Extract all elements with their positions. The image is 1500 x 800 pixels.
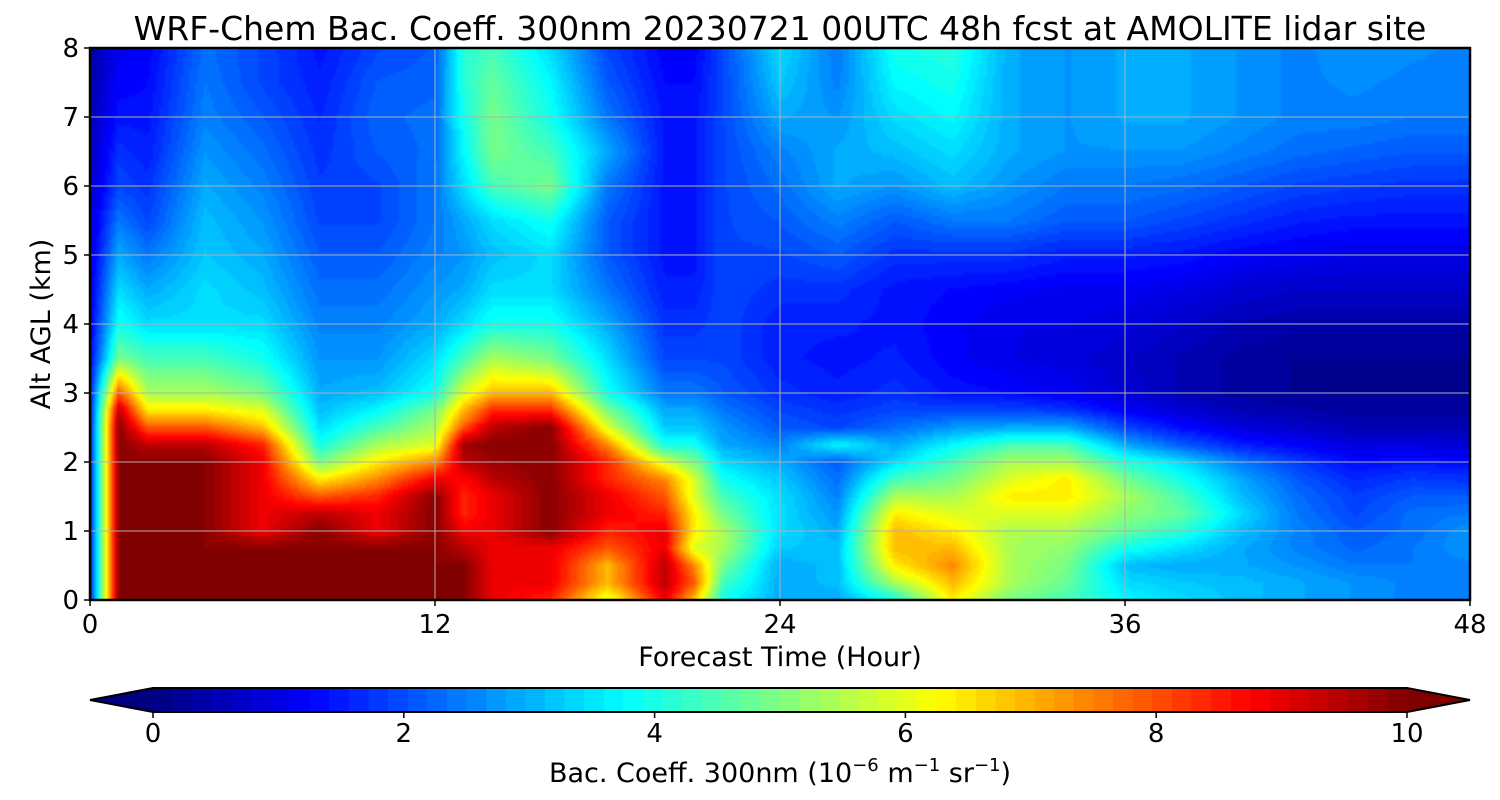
x-tick-label-2: 24 [763,610,796,640]
colorbar-segment [153,688,174,712]
colorbar-segment [701,688,722,712]
colorbar-segment [505,688,526,712]
colorbar-segment [1113,688,1134,712]
colorbar-segment [211,688,232,712]
colorbar-segment [1348,688,1369,712]
colorbar-segment [897,688,918,712]
colorbar-segment [290,688,311,712]
colorbar-segment [1387,688,1408,712]
colorbar-segment [1289,688,1310,712]
colorbar-extend-min [90,688,153,712]
colorbar-segment [1367,688,1389,712]
chart-title: WRF-Chem Bac. Coeff. 300nm 20230721 00UT… [134,9,1427,48]
colorbar-tick-label-1: 2 [396,719,413,749]
y-tick-label-5: 5 [62,241,79,271]
y-tick-label-2: 2 [62,448,79,478]
colorbar-segment [1132,688,1153,712]
colorbar-segment [329,688,350,712]
colorbar-segment [682,688,703,712]
colorbar-segment [427,688,448,712]
x-tick-label-0: 0 [82,610,99,640]
colorbar-segment [819,688,840,712]
x-tick-label-4: 48 [1453,610,1486,640]
colorbar-segment [995,688,1016,712]
colorbar-tick-label-3: 6 [897,719,914,749]
x-tick-label-3: 36 [1108,610,1141,640]
colorbar-segment [603,688,624,712]
colorbar-segment [858,688,879,712]
colorbar-segment [1152,688,1173,712]
colorbar-segment [1054,688,1075,712]
colorbar-segment [172,688,193,712]
colorbar-segment [466,688,487,712]
colorbar-segment [309,688,330,712]
colorbar: 0 2 4 6 8 10 [89,687,1471,749]
colorbar-segment [975,688,997,712]
colorbar-segment [250,688,272,712]
x-axis: 0 12 24 36 48 [82,600,1487,640]
colorbar-segment [917,688,938,712]
colorbar-segment [368,688,389,712]
colorbar-tick-label-2: 4 [646,719,663,749]
colorbar-segment [231,688,252,712]
colorbar-segment [544,688,566,712]
colorbar-segment [446,688,468,712]
colorbar-segment [1073,688,1095,712]
colorbar-tick-label-5: 10 [1390,719,1423,749]
x-tick-label-1: 12 [418,610,451,640]
colorbar-segment [525,688,546,712]
colorbar-segment [407,688,428,712]
colorbar-segment [388,688,409,712]
colorbar-tick-label-4: 8 [1148,719,1165,749]
colorbar-tick-label-0: 0 [145,719,162,749]
y-tick-label-4: 4 [62,310,79,340]
colorbar-segment [936,688,957,712]
colorbar-segment [642,688,664,712]
y-tick-label-8: 8 [62,34,79,64]
colorbar-segment [1171,688,1193,712]
y-tick-label-6: 6 [62,172,79,202]
colorbar-segment [623,688,644,712]
colorbar-segment [838,688,859,712]
colorbar-segment [1191,688,1212,712]
y-tick-label-3: 3 [62,379,79,409]
colorbar-segment [760,688,781,712]
colorbar-extend-max [1407,688,1470,712]
y-tick-label-7: 7 [62,103,79,133]
colorbar-segment [1269,688,1291,712]
colorbar-segment [486,688,507,712]
colorbar-segment [1211,688,1232,712]
colorbar-segment [740,688,762,712]
colorbar-segment [1093,688,1114,712]
colorbar-segment [584,688,605,712]
y-tick-label-0: 0 [62,586,79,616]
colorbar-segment [877,688,899,712]
y-axis: 0 1 2 3 4 5 6 7 8 [62,34,90,616]
colorbar-segment [1230,688,1251,712]
colorbar-segment [799,688,820,712]
colorbar-segment [1250,688,1271,712]
colorbar-segment [192,688,213,712]
colorbar-segment [1328,688,1349,712]
x-axis-label: Forecast Time (Hour) [638,642,922,673]
colorbar-segment [1015,688,1036,712]
y-tick-label-1: 1 [62,517,79,547]
colorbar-segment [956,688,977,712]
colorbar-segment [270,688,291,712]
colorbar-segment [780,688,801,712]
colorbar-segment [348,688,370,712]
grid-lines [90,48,1470,600]
colorbar-segment [564,688,585,712]
colorbar-segment [662,688,683,712]
y-axis-label: Alt AGL (km) [26,239,57,410]
colorbar-segment [1034,688,1055,712]
colorbar-segment [1309,688,1330,712]
colorbar-label: Bac. Coeff. 300nm (10−6 m−1 sr−1) [549,755,1011,789]
colorbar-segment [721,688,742,712]
